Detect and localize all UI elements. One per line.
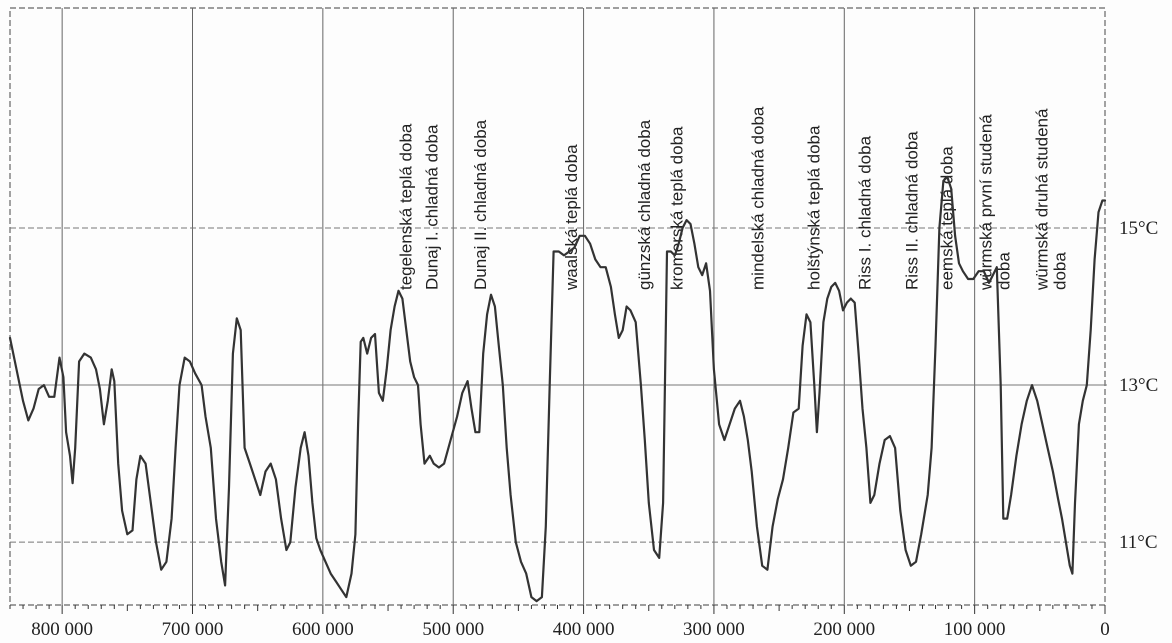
y-axis: 15°C 13°C 11°C <box>1119 218 1158 553</box>
plot-frame <box>9 7 1106 606</box>
x-tick-label: 600 000 <box>292 619 354 640</box>
period-label: Dunaj II. chladná doba <box>471 119 490 290</box>
period-label: Dunaj I. chladná doba <box>423 124 442 290</box>
period-label: doba <box>995 252 1014 290</box>
x-tick-label: 700 000 <box>162 619 224 640</box>
period-label: Riss I. chladná doba <box>855 135 874 290</box>
period-label: kromerská teplá doba <box>668 126 687 290</box>
x-tick-label: 800 000 <box>31 619 93 640</box>
y-tick-label: 15°C <box>1119 218 1158 239</box>
period-labels: tegelenská teplá doba Dunaj I. chladná do… <box>397 106 1070 291</box>
period-label: mindelská chladná doba <box>748 106 767 290</box>
period-label: würmská první studená <box>977 114 996 291</box>
temperature-line <box>8 175 1107 603</box>
series <box>8 175 1107 603</box>
x-tick-label: 500 000 <box>422 619 484 640</box>
x-tick-label: 300 000 <box>683 619 745 640</box>
x-tick-label: 100 000 <box>944 619 1006 640</box>
x-tick-label: 200 000 <box>813 619 875 640</box>
x-tick-label: 0 <box>1100 619 1110 640</box>
period-label: tegelenská teplá doba <box>397 123 416 290</box>
grid <box>9 7 1107 606</box>
y-tick-label: 11°C <box>1119 532 1158 553</box>
period-label: doba <box>1051 252 1070 290</box>
x-tick-label: 400 000 <box>553 619 615 640</box>
y-tick-label: 13°C <box>1119 375 1158 396</box>
period-label: günzská chladná doba <box>635 119 654 290</box>
period-label: waalská teplá doba <box>562 144 581 291</box>
period-label: holštýnská teplá doba <box>805 125 824 290</box>
x-axis: 800 000 700 000 600 000 500 000 400 000 300 0… <box>9 605 1110 640</box>
period-label: Riss II. chladná doba <box>902 131 921 290</box>
period-label: würmská druhá studená <box>1033 108 1052 291</box>
